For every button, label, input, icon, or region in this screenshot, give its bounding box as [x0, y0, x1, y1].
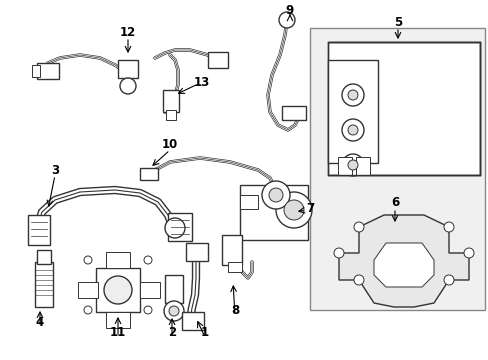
Bar — [106, 252, 130, 268]
Bar — [37, 250, 51, 264]
Text: 12: 12 — [120, 26, 136, 39]
Text: 8: 8 — [230, 303, 239, 316]
Circle shape — [443, 222, 453, 232]
Bar — [337, 157, 351, 175]
Circle shape — [341, 119, 363, 141]
Circle shape — [347, 125, 357, 135]
Bar — [222, 235, 242, 265]
Circle shape — [347, 160, 357, 170]
Bar — [165, 110, 176, 120]
Circle shape — [443, 275, 453, 285]
Bar — [327, 42, 479, 175]
Text: 10: 10 — [162, 139, 178, 152]
Text: 11: 11 — [110, 325, 126, 338]
Bar — [168, 213, 192, 241]
Text: 3: 3 — [51, 163, 59, 176]
Circle shape — [353, 222, 363, 232]
Circle shape — [341, 154, 363, 176]
Bar — [185, 243, 207, 261]
Bar — [240, 185, 307, 240]
Circle shape — [279, 12, 294, 28]
Text: 5: 5 — [393, 15, 401, 28]
Polygon shape — [338, 215, 468, 307]
Bar — [309, 28, 484, 310]
Bar — [118, 60, 138, 78]
Bar — [28, 215, 50, 245]
Bar — [32, 65, 40, 77]
Text: 4: 4 — [36, 315, 44, 328]
Circle shape — [333, 248, 343, 258]
Bar — [240, 195, 258, 209]
Circle shape — [268, 188, 283, 202]
Text: 7: 7 — [305, 202, 313, 215]
Circle shape — [143, 306, 152, 314]
Circle shape — [275, 192, 311, 228]
Circle shape — [347, 90, 357, 100]
Bar — [106, 312, 130, 328]
Text: 13: 13 — [193, 76, 210, 89]
Circle shape — [143, 256, 152, 264]
Circle shape — [353, 275, 363, 285]
Text: 1: 1 — [201, 325, 209, 338]
Text: 6: 6 — [390, 197, 398, 210]
Bar — [282, 106, 305, 120]
Bar — [163, 90, 179, 112]
Bar — [164, 275, 183, 303]
Bar — [327, 42, 479, 175]
Circle shape — [84, 256, 92, 264]
Bar — [78, 282, 98, 298]
Bar — [37, 63, 59, 79]
Circle shape — [169, 306, 179, 316]
Bar — [355, 157, 369, 175]
Bar — [327, 60, 377, 163]
Bar — [96, 268, 140, 312]
Polygon shape — [373, 243, 433, 287]
Circle shape — [164, 218, 184, 238]
Bar — [207, 52, 227, 68]
Circle shape — [163, 301, 183, 321]
Circle shape — [262, 181, 289, 209]
Circle shape — [104, 276, 132, 304]
Bar — [140, 282, 160, 298]
Circle shape — [341, 84, 363, 106]
Bar — [182, 312, 203, 330]
Bar — [227, 262, 242, 272]
Circle shape — [284, 200, 304, 220]
Circle shape — [84, 306, 92, 314]
Text: 2: 2 — [167, 325, 176, 338]
Text: 9: 9 — [285, 4, 293, 17]
Circle shape — [463, 248, 473, 258]
Bar — [35, 262, 53, 307]
Bar — [140, 168, 158, 180]
Circle shape — [120, 78, 136, 94]
